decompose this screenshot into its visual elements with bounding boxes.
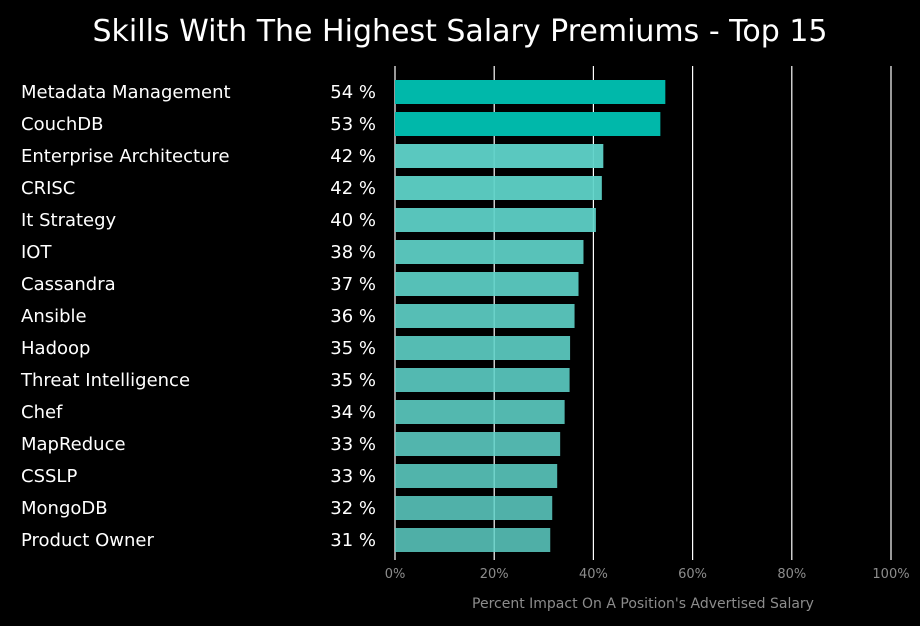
category-label: Enterprise Architecture [21,146,230,167]
category-label: Metadata Management [21,82,231,103]
bars [395,80,666,552]
category-label: Chef [21,402,63,423]
bar [395,272,579,296]
bar [395,400,565,424]
x-axis-ticks: 0% 20% 40% 60% 80% 100% [385,567,910,582]
category-label: Ansible [21,306,87,327]
x-axis-title: Percent Impact On A Position's Advertise… [472,596,814,612]
x-tick-label: 0% [385,567,406,582]
value-label: 33 % [330,466,376,487]
value-label: 31 % [330,530,376,551]
category-label: MongoDB [21,498,108,519]
category-labels: Metadata Management CouchDB Enterprise Arc… [20,82,231,551]
x-tick-label: 80% [777,567,806,582]
value-label: 42 % [330,178,376,199]
value-label: 54 % [330,82,376,103]
bar [395,112,661,136]
category-label: It Strategy [21,210,117,231]
value-label: 34 % [330,402,376,423]
chart-title: Skills With The Highest Salary Premiums … [92,14,827,49]
bar [395,528,551,552]
category-label: CSSLP [21,466,77,487]
category-label: CouchDB [21,114,104,135]
value-label: 33 % [330,434,376,455]
category-label: Threat Intelligence [20,370,190,391]
category-label: Cassandra [21,274,116,295]
bar [395,464,558,488]
bar [395,208,596,232]
bar [395,304,575,328]
bar [395,496,553,520]
category-label: MapReduce [21,434,126,455]
bar [395,240,584,264]
value-label: 32 % [330,498,376,519]
x-tick-label: 20% [480,567,509,582]
value-labels: 54 % 53 % 42 % 42 % 40 % 38 % 37 % 36 % 35 % 35 %… [330,82,376,551]
bar [395,368,570,392]
value-label: 53 % [330,114,376,135]
value-label: 35 % [330,370,376,391]
value-label: 40 % [330,210,376,231]
bar [395,144,604,168]
value-label: 36 % [330,306,376,327]
category-label: Product Owner [21,530,154,551]
category-label: Hadoop [21,338,90,359]
value-label: 35 % [330,338,376,359]
x-tick-label: 100% [872,567,909,582]
bar [395,336,571,360]
bar [395,176,602,200]
bar [395,80,666,104]
bar [395,432,561,456]
x-tick-label: 60% [678,567,707,582]
category-label: IOT [21,242,52,263]
category-label: CRISC [21,178,75,199]
value-label: 42 % [330,146,376,167]
value-label: 38 % [330,242,376,263]
x-tick-label: 40% [579,567,608,582]
value-label: 37 % [330,274,376,295]
